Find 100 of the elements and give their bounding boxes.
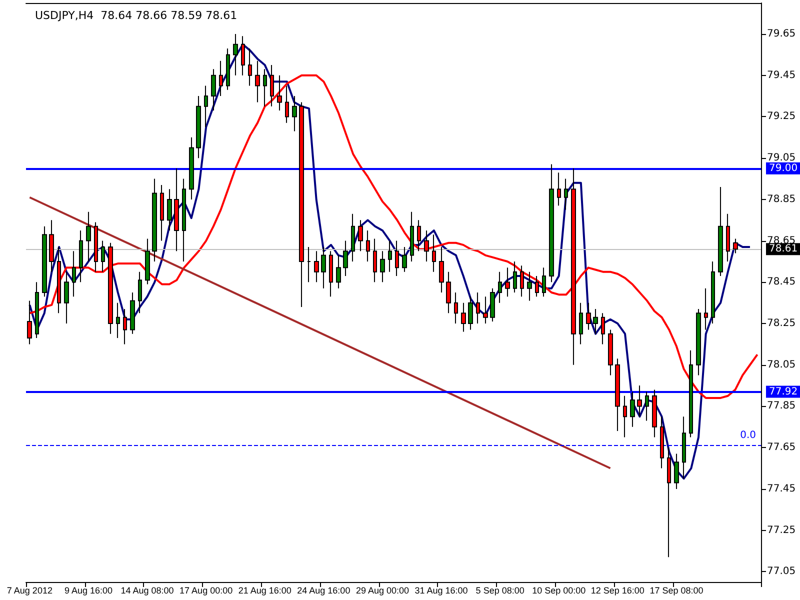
y-tick-label: 77.25 xyxy=(767,524,796,536)
y-tick-label: 77.85 xyxy=(767,400,796,412)
annotation: 0.0 xyxy=(740,430,756,442)
y-tick-label: 78.45 xyxy=(767,276,796,288)
candlestick xyxy=(476,292,480,324)
candlestick xyxy=(145,238,150,285)
y-tick-label: 78.05 xyxy=(767,359,796,370)
candlestick xyxy=(410,211,414,262)
x-tick-label: 5 Sep 08:00 xyxy=(476,586,524,596)
candlestick xyxy=(336,254,341,289)
candlestick xyxy=(108,242,113,334)
candlestick xyxy=(549,164,554,283)
candlestick xyxy=(292,96,297,132)
y-tick-label: 79.25 xyxy=(767,111,796,122)
candlestick xyxy=(557,172,561,206)
x-tick-label: 12 Sep 16:00 xyxy=(590,586,644,596)
x-tick-label: 17 Sep 08:00 xyxy=(650,586,704,596)
candlestick xyxy=(623,395,627,438)
y-tick-label: 77.45 xyxy=(767,483,796,494)
candlestick xyxy=(343,240,348,276)
candlestick xyxy=(571,168,576,366)
candlestick xyxy=(94,222,98,272)
candlestick xyxy=(160,184,164,242)
candlestick xyxy=(579,302,583,345)
ref-line-label: 77.92 xyxy=(769,386,798,398)
y-tick-label: 79.65 xyxy=(767,28,796,40)
candlestick xyxy=(248,48,252,86)
candlestick xyxy=(733,238,738,254)
candlestick xyxy=(446,271,451,314)
candlestick xyxy=(630,391,635,428)
candlestick xyxy=(79,230,83,283)
candlestick xyxy=(72,250,76,298)
candlestick xyxy=(417,220,421,252)
candlestick xyxy=(329,250,333,298)
candlestick xyxy=(424,230,429,262)
candlestick xyxy=(520,265,524,298)
ref-line-label: 78.61 xyxy=(769,244,798,255)
y-tick-label: 77.65 xyxy=(767,442,796,454)
x-tick-label: 17 Aug 00:00 xyxy=(180,586,233,596)
candlestick xyxy=(439,246,444,293)
candlestick xyxy=(535,275,539,298)
candlestick xyxy=(366,230,370,262)
candlestick xyxy=(468,296,473,330)
candlestick xyxy=(689,350,693,438)
candlestick xyxy=(667,447,671,558)
candlestick xyxy=(123,308,127,345)
candlestick xyxy=(461,302,466,332)
candlestick xyxy=(564,178,568,210)
x-tick-label: 21 Aug 16:00 xyxy=(238,586,292,596)
candlestick xyxy=(255,60,260,103)
candlestick xyxy=(299,102,304,308)
candlestick xyxy=(358,220,363,252)
candlestick xyxy=(373,238,377,283)
candlestick xyxy=(513,260,517,293)
candlestick xyxy=(711,260,715,324)
candlestick xyxy=(101,240,105,272)
x-tick-label: 31 Aug 16:00 xyxy=(414,586,468,596)
candlestick xyxy=(86,211,91,262)
candlestick xyxy=(483,296,488,324)
candlestick xyxy=(241,36,245,76)
x-tick-label: 7 Aug 2012 xyxy=(6,586,52,596)
candlestick xyxy=(637,385,642,418)
candlestick xyxy=(645,391,649,422)
candlestick xyxy=(130,292,135,334)
ref-line-label: 79.00 xyxy=(769,162,798,174)
candlestick xyxy=(189,136,194,200)
y-tick-label: 77.05 xyxy=(767,566,796,578)
candlestick xyxy=(395,240,399,276)
candlestick xyxy=(660,416,664,469)
candlestick xyxy=(263,68,267,107)
x-tick-label: 24 Aug 16:00 xyxy=(297,586,350,596)
candlestick xyxy=(64,271,69,324)
candlestick xyxy=(182,178,186,262)
candlestick xyxy=(314,250,319,283)
candlestick xyxy=(505,267,510,298)
candlestick xyxy=(351,213,355,262)
candlestick xyxy=(116,302,120,338)
candlestick xyxy=(527,271,532,302)
candlestick xyxy=(138,271,142,314)
candlestick xyxy=(35,282,39,338)
candlestick xyxy=(307,246,311,283)
candlestick xyxy=(380,250,385,283)
candlestick xyxy=(285,85,289,124)
candlestick xyxy=(388,240,392,272)
candlestick xyxy=(615,358,620,432)
y-tick-label: 79.45 xyxy=(767,70,796,81)
candlestick xyxy=(432,234,436,272)
candlestick xyxy=(233,34,238,76)
candlestick xyxy=(652,389,657,438)
candlestick xyxy=(57,246,61,314)
x-tick-label: 29 Aug 00:00 xyxy=(356,586,410,596)
candlestick xyxy=(704,288,708,330)
candlestick xyxy=(152,178,157,262)
candlestick xyxy=(718,186,723,276)
candlestick xyxy=(321,246,326,289)
y-tick-label: 79.05 xyxy=(767,152,796,164)
y-tick-label: 78.25 xyxy=(767,318,796,330)
candlestick xyxy=(490,288,495,322)
candlestick xyxy=(196,96,201,159)
text: USDJPY,H4 78.64 78.66 78.59 78.61 xyxy=(35,9,238,22)
